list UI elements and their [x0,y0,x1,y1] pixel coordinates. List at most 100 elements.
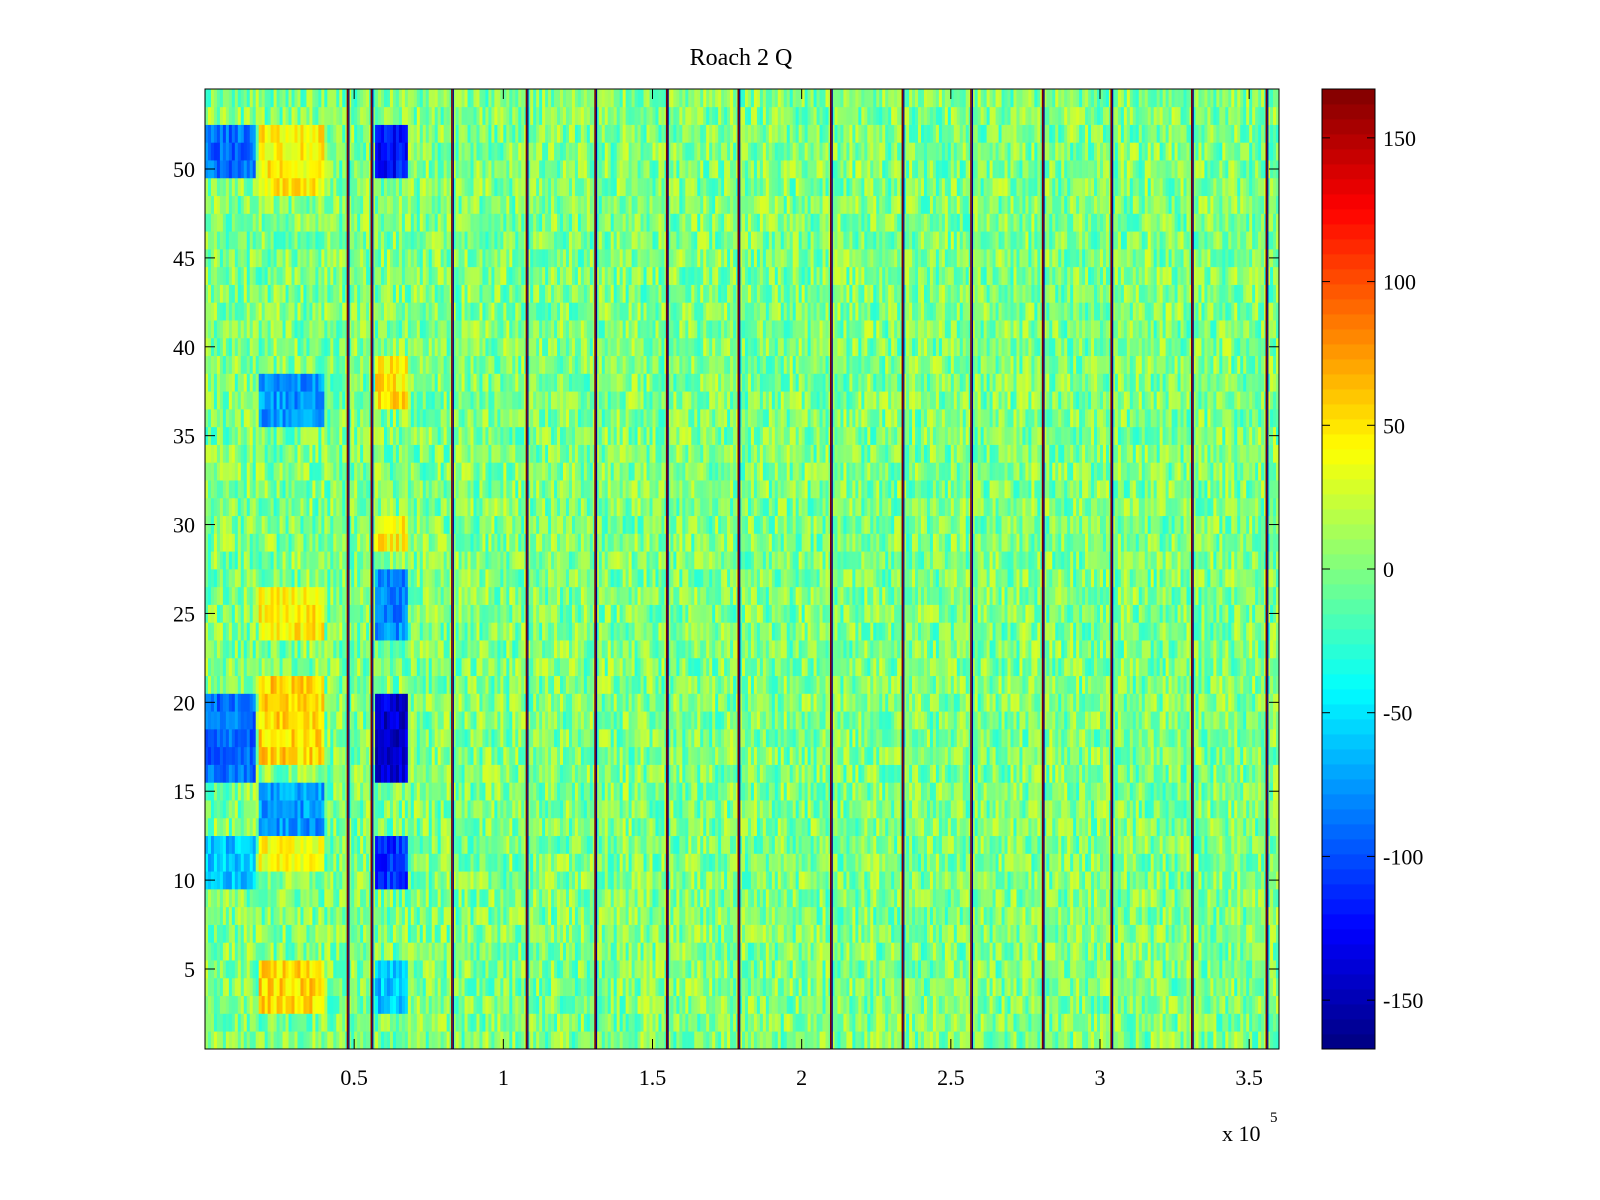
heatmap-cell [357,871,361,890]
heatmap-cell [777,835,782,854]
heatmap-cell [1219,924,1223,943]
heatmap-cell [300,995,304,1014]
heatmap-cell [1091,853,1095,872]
heatmap-cell [876,960,880,979]
heatmap-cell [640,995,644,1014]
heatmap-cell [685,1031,689,1050]
heatmap-cell [858,960,862,979]
heatmap-cell [554,960,558,979]
heatmap-cell [885,853,889,872]
heatmap-cell [789,871,794,890]
heatmap-cell [285,817,289,837]
heatmap-cell [231,1013,236,1032]
heatmap-cell [1037,1013,1041,1032]
heatmap-cell [747,800,752,819]
heatmap-cell [378,889,382,908]
heatmap-cell [1246,853,1250,872]
heatmap-cell [386,871,391,890]
heatmap-cell [1058,1031,1062,1050]
heatmap-cell [843,1031,847,1050]
heatmap-cell [389,995,394,1014]
heatmap-cell [309,960,313,979]
heatmap-cell [431,977,436,997]
heatmap-cell [1019,977,1023,997]
heatmap-cell [753,924,758,943]
heatmap-cell [440,835,445,854]
heatmap-cell [932,889,937,908]
heatmap-cell [485,924,489,943]
heatmap-cell [959,960,964,979]
heatmap-cell [923,942,928,961]
heatmap-cell [234,1013,239,1032]
heatmap-cell [628,942,632,961]
heatmap-cell [882,960,886,979]
heatmap-cell [1276,835,1280,854]
heatmap-cell [485,889,489,908]
heatmap-cell [673,817,677,837]
heatmap-cell [500,835,504,854]
heatmap-cell [661,960,665,979]
heatmap-cell [998,1031,1002,1050]
heatmap-cell [557,942,561,961]
heatmap-cell [494,924,498,943]
heatmap-cell [246,960,251,979]
heatmap-cell [225,835,230,854]
heatmap-cell [539,817,543,837]
heatmap-cell [506,995,510,1014]
heatmap-cell [228,960,233,979]
heatmap-cell [840,800,844,819]
heatmap-cell [1102,800,1107,819]
heatmap-cell [652,995,656,1014]
heatmap-cell [488,924,492,943]
heatmap-cell [867,977,871,997]
heatmap-cell [810,1031,814,1050]
heatmap-cell [1153,960,1158,979]
heatmap-cell [213,942,218,961]
heatmap-cell [1064,1031,1068,1050]
heatmap-cell [825,1031,829,1050]
heatmap-cell [918,977,922,997]
heatmap-cell [366,889,370,908]
heatmap-cell [1261,995,1265,1014]
heatmap-cell [321,800,325,819]
heatmap-cell [494,889,498,908]
heatmap-cell [1022,835,1026,854]
heatmap-cell [906,995,910,1014]
heatmap-cell [679,889,683,908]
heatmap-cell [416,817,421,837]
heatmap-cell [488,817,492,837]
heatmap-cell [643,924,647,943]
heatmap-cell [270,977,274,997]
heatmap-cell [1126,871,1131,890]
heatmap-cell [864,995,868,1014]
heatmap-cell [342,977,346,997]
heatmap-cell [929,960,934,979]
heatmap-cell [494,1013,498,1032]
heatmap-cell [568,977,573,997]
heatmap-cell [873,871,877,890]
heatmap-cell [512,942,516,961]
heatmap-cell [1252,977,1256,997]
heatmap-cell [888,835,892,854]
heatmap-cell [1082,995,1086,1014]
heatmap-cell [354,906,358,925]
heatmap-cell [673,871,677,890]
heatmap-cell [607,889,612,908]
heatmap-cell [786,817,791,837]
heatmap-cell [1091,977,1095,997]
heatmap-cell [348,1013,352,1032]
heatmap-cell [929,817,934,837]
heatmap-cell [891,977,895,997]
heatmap-cell [1249,853,1253,872]
heatmap-cell [697,835,701,854]
heatmap-cell [1210,942,1214,961]
heatmap-cell [437,960,442,979]
heatmap-cell [1219,960,1223,979]
heatmap-cell [506,960,510,979]
heatmap-cell [879,835,883,854]
heatmap-cell [1141,853,1146,872]
heatmap-cell [318,995,322,1014]
heatmap-cell [509,853,513,872]
heatmap-cell [363,817,367,837]
heatmap-cell [1010,800,1014,819]
